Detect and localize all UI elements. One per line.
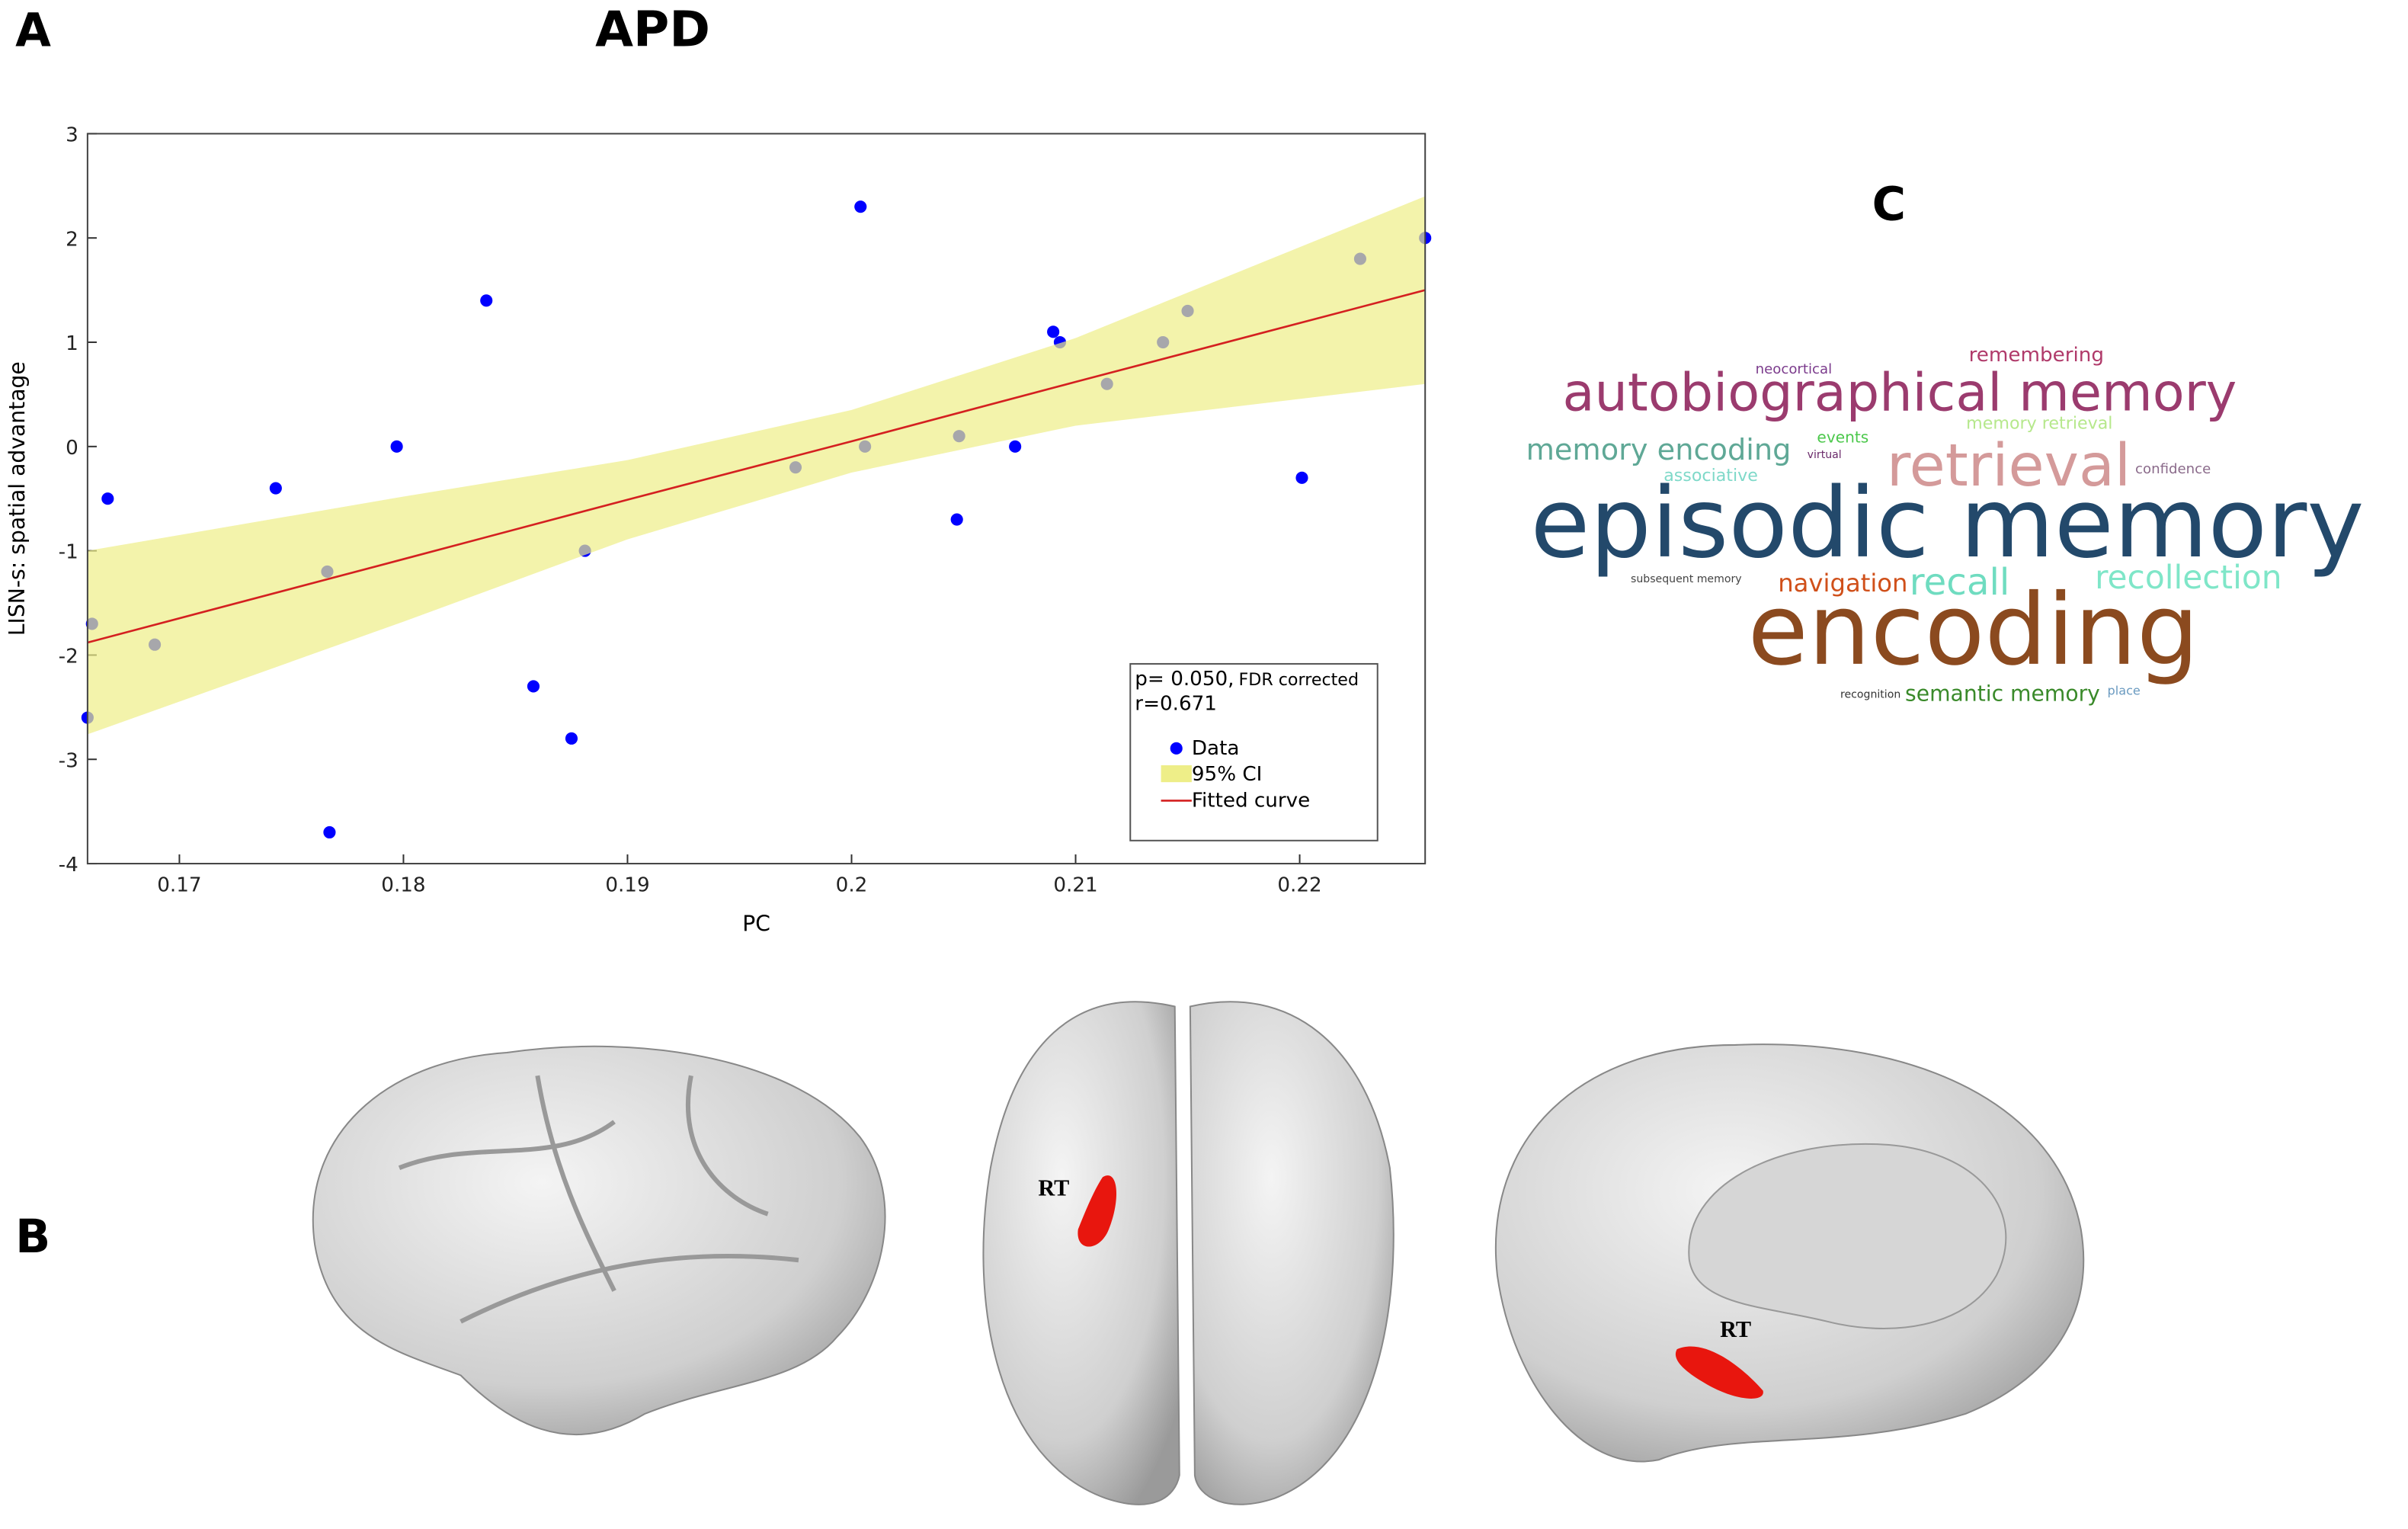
x-axis-label: PC — [742, 912, 770, 937]
data-point — [101, 492, 114, 505]
fit-line — [87, 289, 1426, 644]
x-tick-label: 0.19 — [605, 873, 649, 896]
y-tick-label: 2 — [66, 228, 78, 251]
legend-label: Data — [1192, 737, 1240, 760]
word: confidence — [2135, 461, 2211, 477]
data-point — [1295, 471, 1308, 484]
chart-title: APD — [595, 1, 710, 58]
data-point — [480, 294, 493, 307]
word: remembering — [1969, 344, 2104, 367]
data-point — [1009, 440, 1022, 453]
y-axis-label: LISN-s: spatial advantage — [5, 361, 30, 636]
word: memory encoding — [1526, 433, 1792, 467]
brain-top: RT — [982, 1001, 1395, 1505]
word: recognition — [1840, 688, 1900, 700]
word: neocortical — [1756, 361, 1832, 377]
word: place — [2108, 683, 2141, 697]
word: recollection — [2095, 559, 2282, 596]
panel-label: C — [1872, 178, 1906, 231]
data-point — [565, 732, 578, 745]
data-point — [527, 680, 540, 693]
word: subsequent memory — [1631, 573, 1742, 585]
x-tick-label: 0.2 — [836, 873, 868, 896]
y-tick-label: -2 — [59, 646, 78, 668]
y-tick-label: -3 — [59, 749, 78, 772]
word: events — [1817, 428, 1868, 447]
word: retrieval — [1887, 432, 2131, 500]
annotation: p= 0.050, FDR corrected — [1135, 668, 1359, 691]
x-tick-label: 0.18 — [381, 873, 425, 896]
panel-label: B — [15, 1210, 50, 1264]
x-tick-label: 0.22 — [1277, 873, 1321, 896]
word: encoding — [1748, 573, 2199, 688]
word: memory retrieval — [1966, 413, 2112, 433]
region-label: RT — [1038, 1175, 1069, 1201]
data-point — [269, 482, 282, 495]
legend-marker — [1161, 765, 1192, 783]
legend-marker — [1170, 742, 1183, 755]
x-tick-label: 0.21 — [1053, 873, 1097, 896]
word: semantic memory — [1905, 681, 2100, 706]
y-tick-label: 3 — [66, 123, 78, 146]
legend-box — [1129, 662, 1379, 841]
word: episodic memory — [1530, 466, 2364, 579]
plot-frame — [86, 133, 1427, 865]
brain-medial: RT — [1494, 1043, 2085, 1463]
x-tick-label: 0.17 — [157, 873, 201, 896]
legend-label: 95% CI — [1192, 763, 1263, 786]
y-tick-label: 0 — [66, 437, 78, 460]
annotation-p: p= 0.050, — [1135, 668, 1234, 691]
y-tick-label: -1 — [59, 541, 78, 564]
region-label: RT — [1720, 1316, 1751, 1342]
brain-lateral — [312, 1045, 886, 1436]
data-point — [854, 200, 867, 213]
word: navigation — [1778, 569, 1907, 598]
word: autobiographical memory — [1563, 362, 2237, 423]
word: recall — [1910, 561, 2010, 604]
y-tick-label: 1 — [66, 332, 78, 355]
annotation-note: FDR corrected — [1239, 670, 1359, 690]
word: virtual — [1808, 449, 1842, 461]
word: associative — [1664, 466, 1758, 486]
legend-label: Fitted curve — [1192, 789, 1310, 812]
data-point — [390, 440, 403, 453]
data-point — [323, 825, 336, 839]
y-tick-label: -4 — [59, 854, 78, 877]
data-point — [950, 513, 963, 526]
annotation-r: r=0.671 — [1135, 692, 1217, 715]
data-point — [1047, 325, 1060, 338]
panel-label: A — [15, 4, 51, 57]
